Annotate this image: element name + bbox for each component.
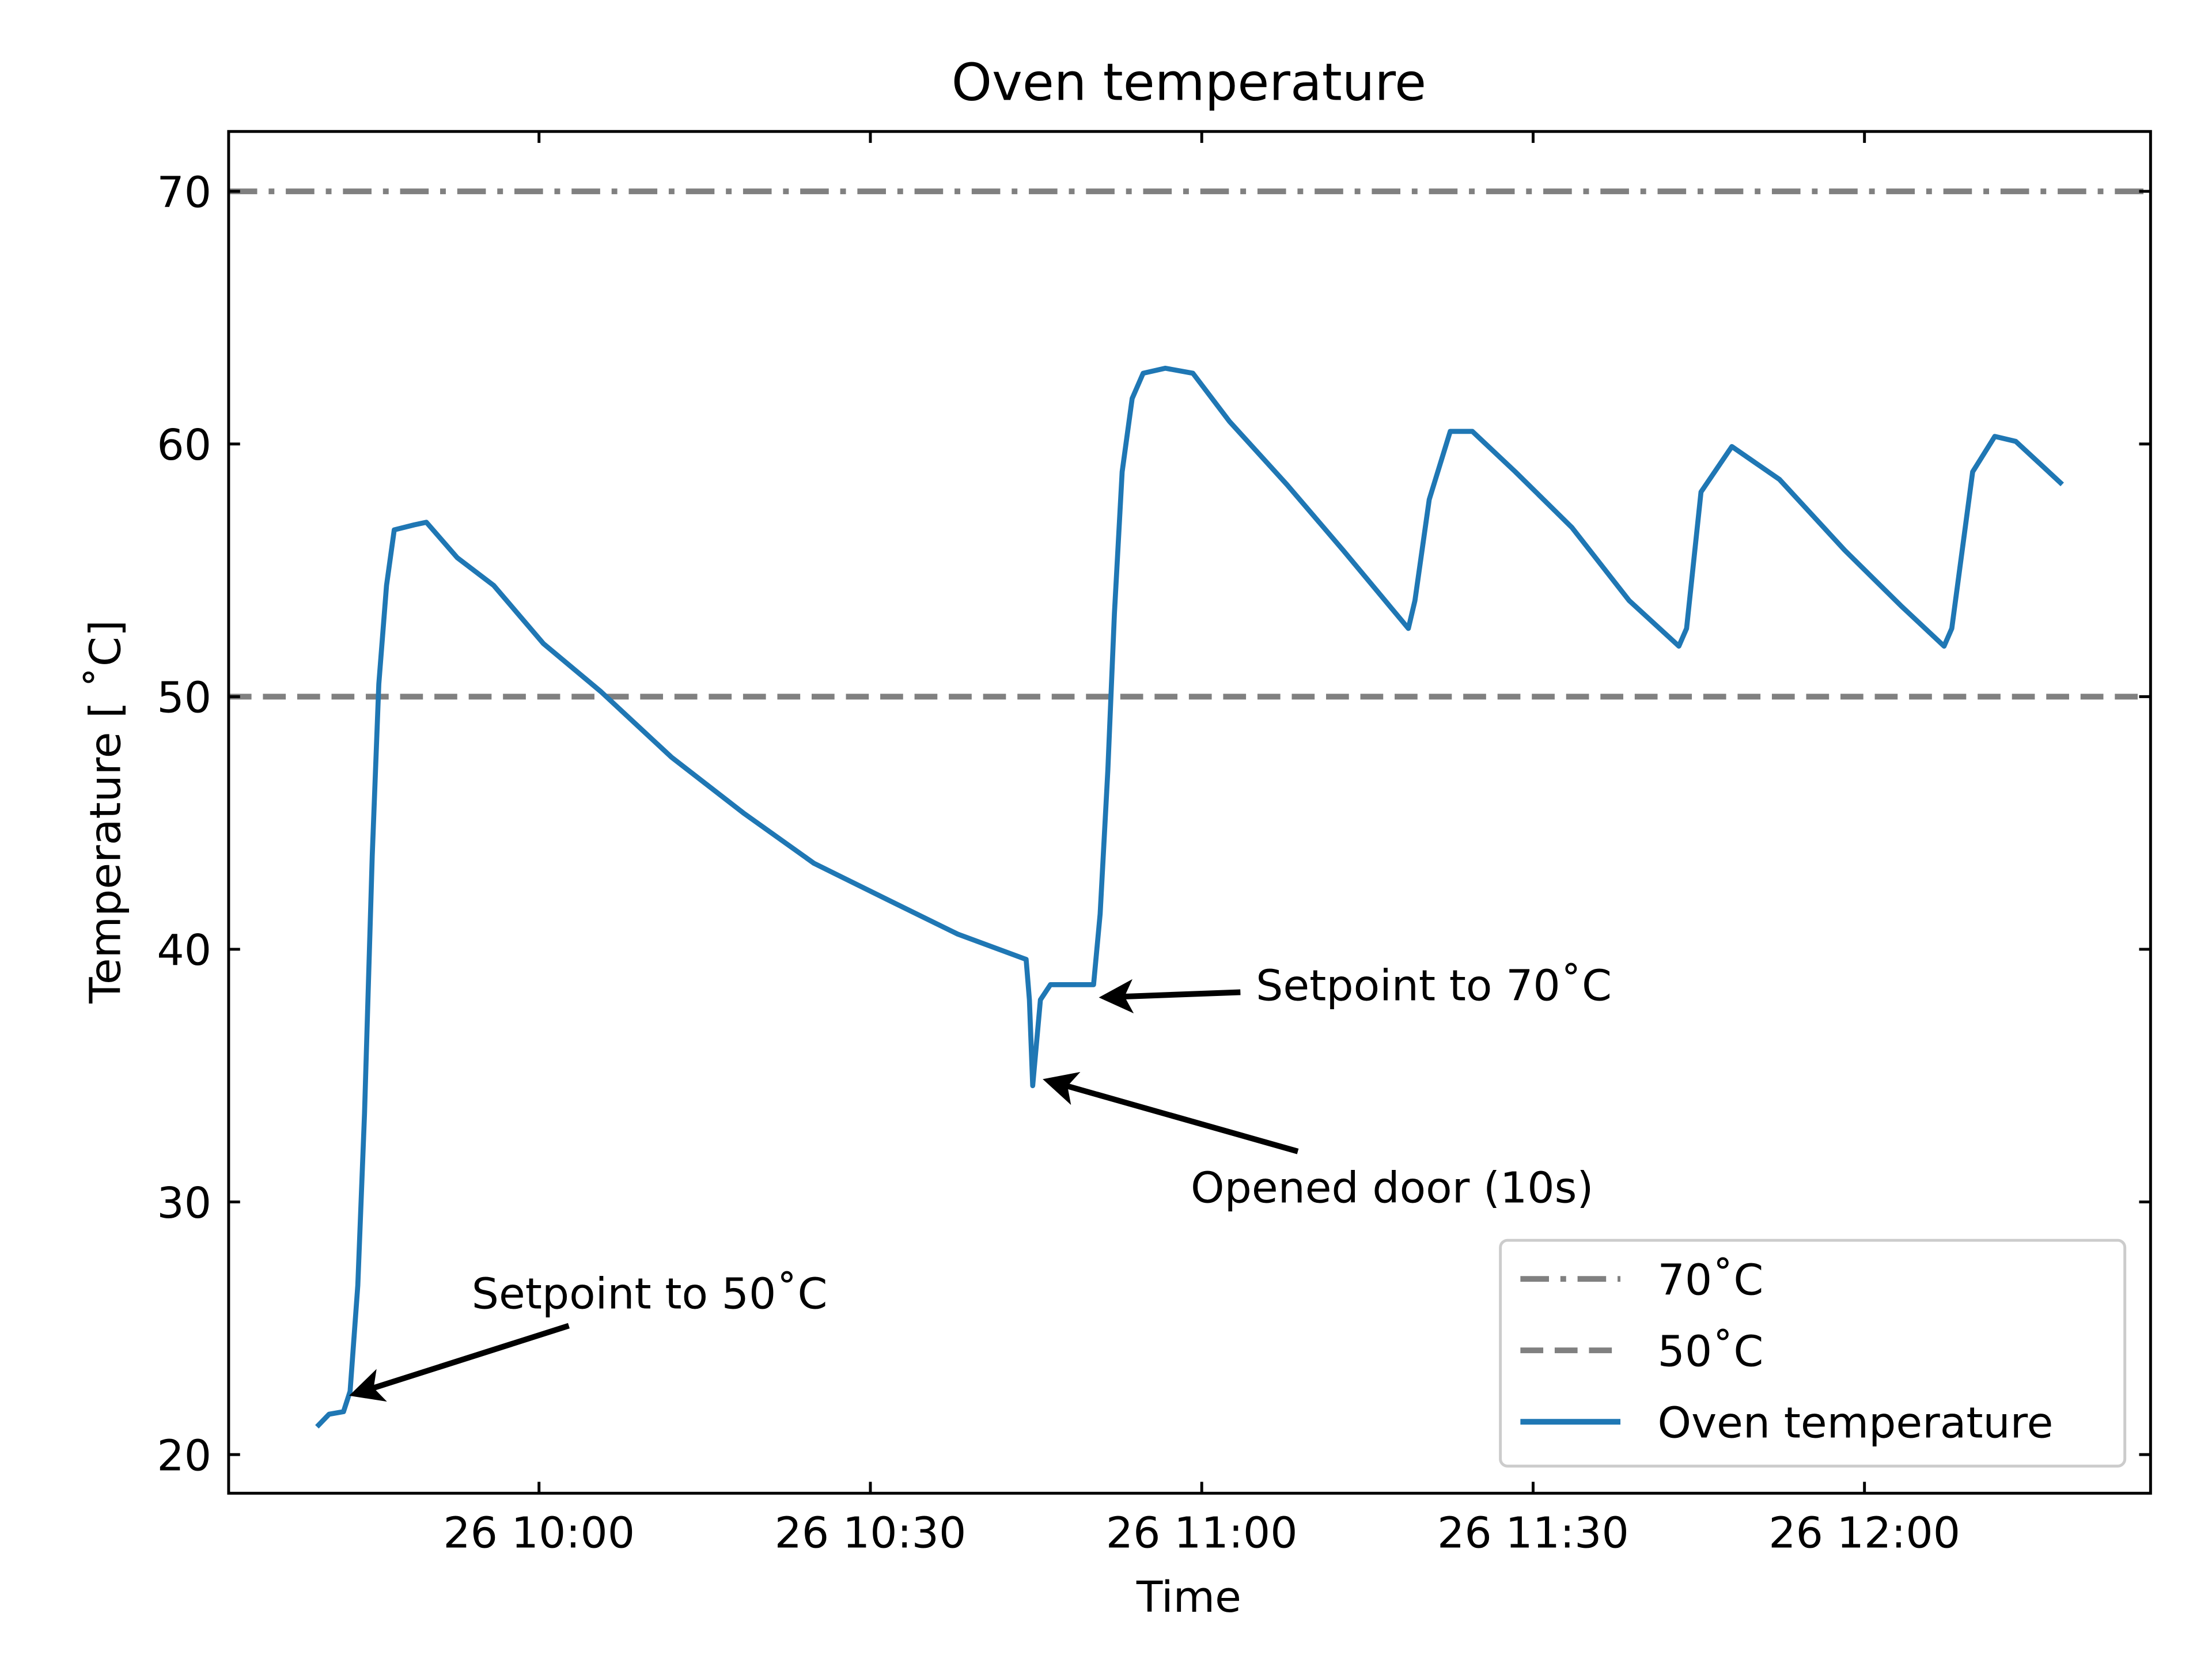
x-tick-label: 26 10:00 (443, 1508, 635, 1558)
annotation-arrow (1043, 1071, 1299, 1154)
x-tick-label: 26 11:30 (1437, 1508, 1629, 1558)
annotation-text: Setpoint to 50˚C (472, 1269, 828, 1319)
annotation-text: Opened door (10s) (1191, 1163, 1593, 1213)
y-tick-label: 60 (157, 420, 211, 470)
series-line-oven-temperature (315, 365, 2064, 1429)
annotation-arrow (349, 1323, 570, 1402)
y-tick-label: 70 (157, 167, 211, 217)
legend-box (1499, 1238, 2127, 1468)
y-tick-label: 30 (157, 1178, 211, 1228)
annotation-arrow (1099, 979, 1241, 1014)
x-tick-label: 26 10:30 (775, 1508, 967, 1558)
x-tick-label: 26 11:00 (1106, 1508, 1298, 1558)
y-tick-label: 20 (157, 1430, 211, 1480)
axes-frame (227, 130, 2152, 1495)
legend-label-oven: Oven temperature (1658, 1398, 2054, 1448)
x-axis-label: Time (1136, 1572, 1241, 1622)
legend: 70˚C 50˚C Oven temperature (1499, 1238, 2127, 1468)
x-tick-label: 26 12:00 (1768, 1508, 1960, 1558)
annotation-text: Setpoint to 70˚C (1256, 961, 1612, 1011)
chart-title: Oven temperature (952, 53, 1426, 113)
legend-label-70c: 70˚C (1658, 1255, 1764, 1305)
y-tick-label: 50 (157, 673, 211, 723)
ticks: 26 10:00 26 10:30 26 11:00 26 11:30 26 12:00… (157, 131, 2151, 1558)
legend-label-50c: 50˚C (1658, 1326, 1764, 1376)
y-tick-label: 40 (157, 925, 211, 975)
y-axis-label: Temperature [ ˚C] (80, 620, 130, 1004)
plot-area: Setpoint to 50˚C Setpoint to 70˚C Opened d… (228, 188, 2151, 1429)
